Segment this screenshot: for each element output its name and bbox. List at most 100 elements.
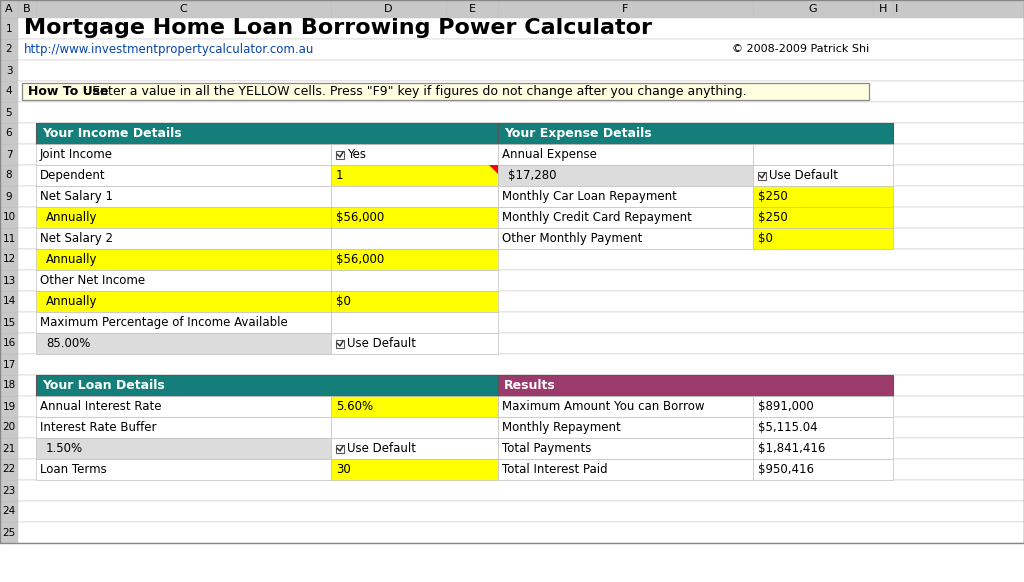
Text: 15: 15 [2, 318, 15, 328]
Bar [18, 144, 1024, 165]
Text: http://www.investmentpropertycalculator.com.au: http://www.investmentpropertycalculator.… [24, 43, 314, 56]
Bar [331, 144, 498, 165]
Bar [18, 249, 1024, 270]
Bar [18, 480, 1024, 501]
Text: 16: 16 [2, 339, 15, 349]
Text: Maximum Amount You can Borrow: Maximum Amount You can Borrow [502, 400, 705, 413]
Bar [498, 459, 753, 480]
Bar [18, 123, 1024, 144]
Bar [753, 228, 893, 249]
Bar [0, 123, 18, 144]
Text: 21: 21 [2, 443, 15, 453]
Text: 25: 25 [2, 527, 15, 538]
Text: 6: 6 [6, 129, 12, 139]
Bar [498, 438, 753, 459]
Bar [0, 417, 18, 438]
Text: 4: 4 [6, 87, 12, 97]
Text: 17: 17 [2, 360, 15, 370]
Bar [0, 333, 18, 354]
Bar [18, 312, 1024, 333]
Text: Interest Rate Buffer: Interest Rate Buffer [40, 421, 157, 434]
Text: $17,280: $17,280 [508, 169, 556, 182]
Bar [18, 501, 1024, 522]
Text: 12: 12 [2, 254, 15, 264]
Bar [0, 291, 18, 312]
Bar [0, 18, 18, 39]
Bar [36, 207, 331, 228]
Text: G: G [809, 4, 817, 14]
Text: Your Income Details: Your Income Details [42, 127, 181, 140]
Bar [753, 207, 893, 228]
Text: Results: Results [504, 379, 556, 392]
Bar [18, 333, 1024, 354]
Bar [18, 186, 1024, 207]
Bar [18, 396, 1024, 417]
Bar [18, 375, 1024, 396]
Bar [446, 0, 498, 18]
Bar [18, 81, 1024, 102]
Bar [753, 459, 893, 480]
Bar [18, 354, 1024, 375]
Text: 11: 11 [2, 233, 15, 243]
Bar [0, 102, 18, 123]
Text: Your Loan Details: Your Loan Details [42, 379, 165, 392]
Text: F: F [623, 4, 629, 14]
Bar [331, 165, 498, 186]
Text: Total Payments: Total Payments [502, 442, 592, 455]
Bar [36, 165, 331, 186]
Bar [36, 459, 331, 480]
Text: Total Interest Paid: Total Interest Paid [502, 463, 607, 476]
Bar [331, 270, 498, 291]
Bar [336, 151, 344, 158]
Bar [0, 354, 18, 375]
Bar [36, 144, 331, 165]
Bar [0, 60, 18, 81]
Bar [36, 270, 331, 291]
Bar [36, 0, 331, 18]
Text: $56,000: $56,000 [336, 211, 384, 224]
Bar [0, 0, 18, 18]
Text: 1.50%: 1.50% [46, 442, 83, 455]
Bar [498, 396, 753, 417]
Text: Annual Interest Rate: Annual Interest Rate [40, 400, 162, 413]
Text: Maximum Percentage of Income Available: Maximum Percentage of Income Available [40, 316, 288, 329]
Text: 9: 9 [6, 191, 12, 201]
Text: Monthly Credit Card Repayment: Monthly Credit Card Repayment [502, 211, 692, 224]
Bar [498, 123, 893, 144]
Bar [753, 186, 893, 207]
Bar [36, 123, 498, 144]
Bar [0, 144, 18, 165]
Text: Net Salary 1: Net Salary 1 [40, 190, 113, 203]
Bar [498, 0, 753, 18]
Bar [0, 312, 18, 333]
Bar [0, 480, 18, 501]
Text: $0: $0 [336, 295, 351, 308]
Text: 22: 22 [2, 464, 15, 474]
Bar [0, 270, 18, 291]
Bar [901, 0, 1024, 18]
Bar [36, 312, 331, 333]
Text: Annually: Annually [46, 253, 97, 266]
Text: Your Expense Details: Your Expense Details [504, 127, 651, 140]
Bar [331, 228, 498, 249]
Text: 24: 24 [2, 506, 15, 516]
Text: Annually: Annually [46, 211, 97, 224]
Bar [498, 228, 753, 249]
Bar [331, 396, 498, 417]
Bar [753, 0, 873, 18]
Text: Use Default: Use Default [769, 169, 838, 182]
Text: $56,000: $56,000 [336, 253, 384, 266]
Text: 19: 19 [2, 402, 15, 411]
Bar [758, 172, 766, 179]
Bar [18, 165, 1024, 186]
Text: Monthly Car Loan Repayment: Monthly Car Loan Repayment [502, 190, 677, 203]
Text: Yes: Yes [347, 148, 366, 161]
Text: E: E [469, 4, 475, 14]
Bar [331, 207, 498, 228]
Bar [331, 186, 498, 207]
Text: : Enter a value in all the YELLOW cells. Press "F9" key if figures do not change: : Enter a value in all the YELLOW cells.… [84, 85, 746, 98]
Text: 8: 8 [6, 171, 12, 180]
Bar [36, 228, 331, 249]
Bar [753, 417, 893, 438]
Text: Other Monthly Payment: Other Monthly Payment [502, 232, 642, 245]
